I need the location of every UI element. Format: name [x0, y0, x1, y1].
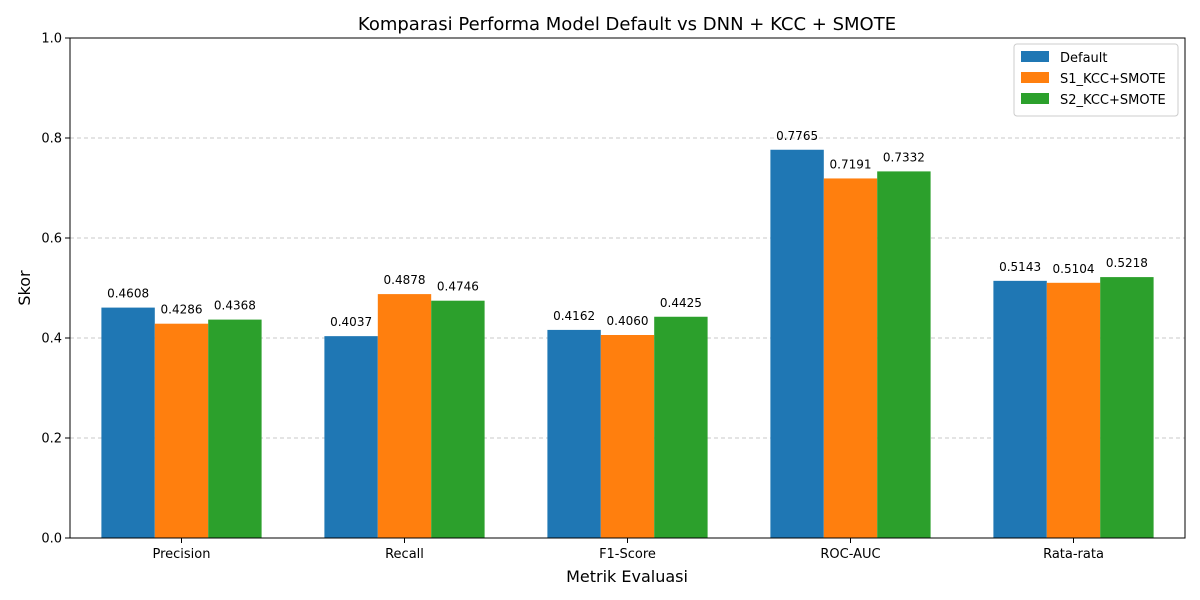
bar-value-label: 0.7765 [776, 129, 818, 143]
bar-value-label: 0.4060 [607, 314, 649, 328]
bar-default-recall [324, 336, 378, 538]
bars [101, 149, 1154, 538]
legend-frame [1013, 43, 1179, 117]
bar-s1-kcc-smote-precision [154, 323, 209, 538]
y-tick-label: 0.2 [41, 432, 62, 447]
bar-value-label: 0.5218 [1106, 256, 1148, 270]
legend-label: S2_KCC+SMOTE [1060, 93, 1166, 108]
legend-swatch [1021, 51, 1049, 62]
y-tick-label: 0.6 [41, 232, 62, 247]
bar-default-roc-auc [770, 149, 824, 538]
bar-value-label: 0.7191 [830, 157, 872, 171]
y-tick-label: 1.0 [41, 32, 62, 47]
bar-s2-kcc-smote-recall [431, 300, 485, 538]
bar-value-label: 0.4746 [437, 280, 479, 294]
y-axis-label: Skor [15, 270, 34, 306]
bar-value-labels: 0.4608 0.4286 0.4368 0.4037 0.4878 0.4746 0.41… [107, 129, 1148, 329]
bar-value-label: 0.7332 [883, 150, 925, 164]
bar-s2-kcc-smote-roc-auc [877, 171, 931, 538]
bar-s1-kcc-smote-f1-score [600, 335, 655, 538]
legend: Default S1_KCC+SMOTE S2_KCC+SMOTE [1013, 43, 1179, 117]
bar-s2-kcc-smote-f1-score [654, 316, 708, 538]
x-tick-label: Recall [385, 547, 424, 562]
bar-s1-kcc-smote-rata-rata [1046, 282, 1101, 538]
bar-value-label: 0.5104 [1053, 262, 1095, 276]
bar-value-label: 0.4878 [384, 273, 426, 287]
legend-swatch [1021, 72, 1049, 83]
x-tick-label: Rata-rata [1043, 547, 1104, 562]
y-tick-label: 0.8 [41, 132, 62, 147]
x-axis-label: Metrik Evaluasi [566, 567, 688, 586]
bar-value-label: 0.4608 [107, 287, 149, 301]
bar-value-label: 0.4162 [553, 309, 595, 323]
x-tick-label: Precision [152, 547, 210, 562]
x-tick-label: ROC-AUC [820, 547, 880, 562]
bar-s2-kcc-smote-rata-rata [1100, 277, 1154, 538]
bar-s2-kcc-smote-precision [208, 319, 262, 538]
legend-label: Default [1060, 51, 1108, 66]
y-tick-label: 0.0 [41, 532, 62, 547]
y-tick-label: 0.4 [41, 332, 62, 347]
bar-s1-kcc-smote-recall [377, 294, 432, 538]
bar-default-rata-rata [993, 280, 1047, 538]
legend-swatch [1021, 93, 1049, 104]
bar-value-label: 0.4037 [330, 315, 372, 329]
bar-value-label: 0.4286 [161, 303, 203, 317]
bar-value-label: 0.4425 [660, 296, 702, 310]
x-tick-label: F1-Score [599, 547, 656, 562]
x-axis-ticks: Precision Recall F1-Score ROC-AUC Rata-rata [152, 538, 1104, 562]
legend-label: S1_KCC+SMOTE [1060, 72, 1166, 87]
bar-value-label: 0.5143 [999, 260, 1041, 274]
bar-default-precision [101, 307, 155, 538]
bar-default-f1-score [547, 329, 601, 538]
chart-title: Komparasi Performa Model Default vs DNN … [358, 14, 896, 35]
y-axis-ticks: 0.0 0.2 0.4 0.6 0.8 1.0 [41, 32, 70, 547]
bar-value-label: 0.4368 [214, 299, 256, 313]
bar-s1-kcc-smote-roc-auc [823, 178, 878, 538]
